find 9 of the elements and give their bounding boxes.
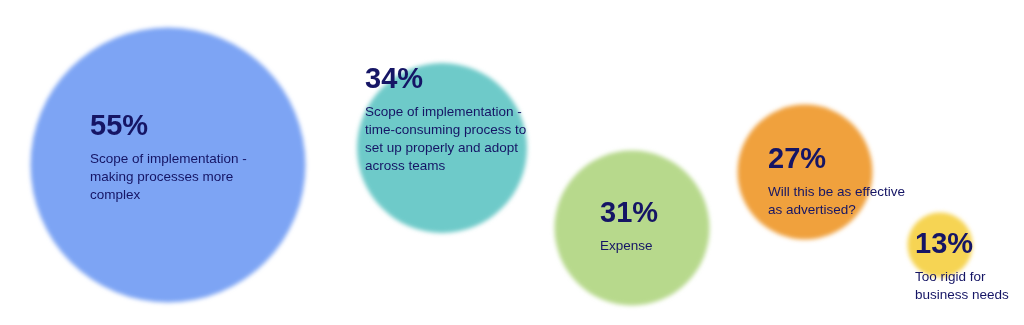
category-label: Expense bbox=[600, 238, 653, 253]
category-label: Scope of implementation - time-consuming process to set up properly and adopt across teams bbox=[365, 104, 527, 173]
data-label: 55% bbox=[90, 109, 149, 141]
data-label: 13% bbox=[915, 227, 974, 259]
data-label: 34% bbox=[365, 62, 424, 94]
data-label: 31% bbox=[600, 196, 659, 228]
category-label: Scope of implementation - making processes more complex bbox=[90, 151, 247, 202]
data-label: 27% bbox=[768, 142, 827, 174]
category-label: Too rigid for business needs bbox=[915, 269, 1010, 302]
